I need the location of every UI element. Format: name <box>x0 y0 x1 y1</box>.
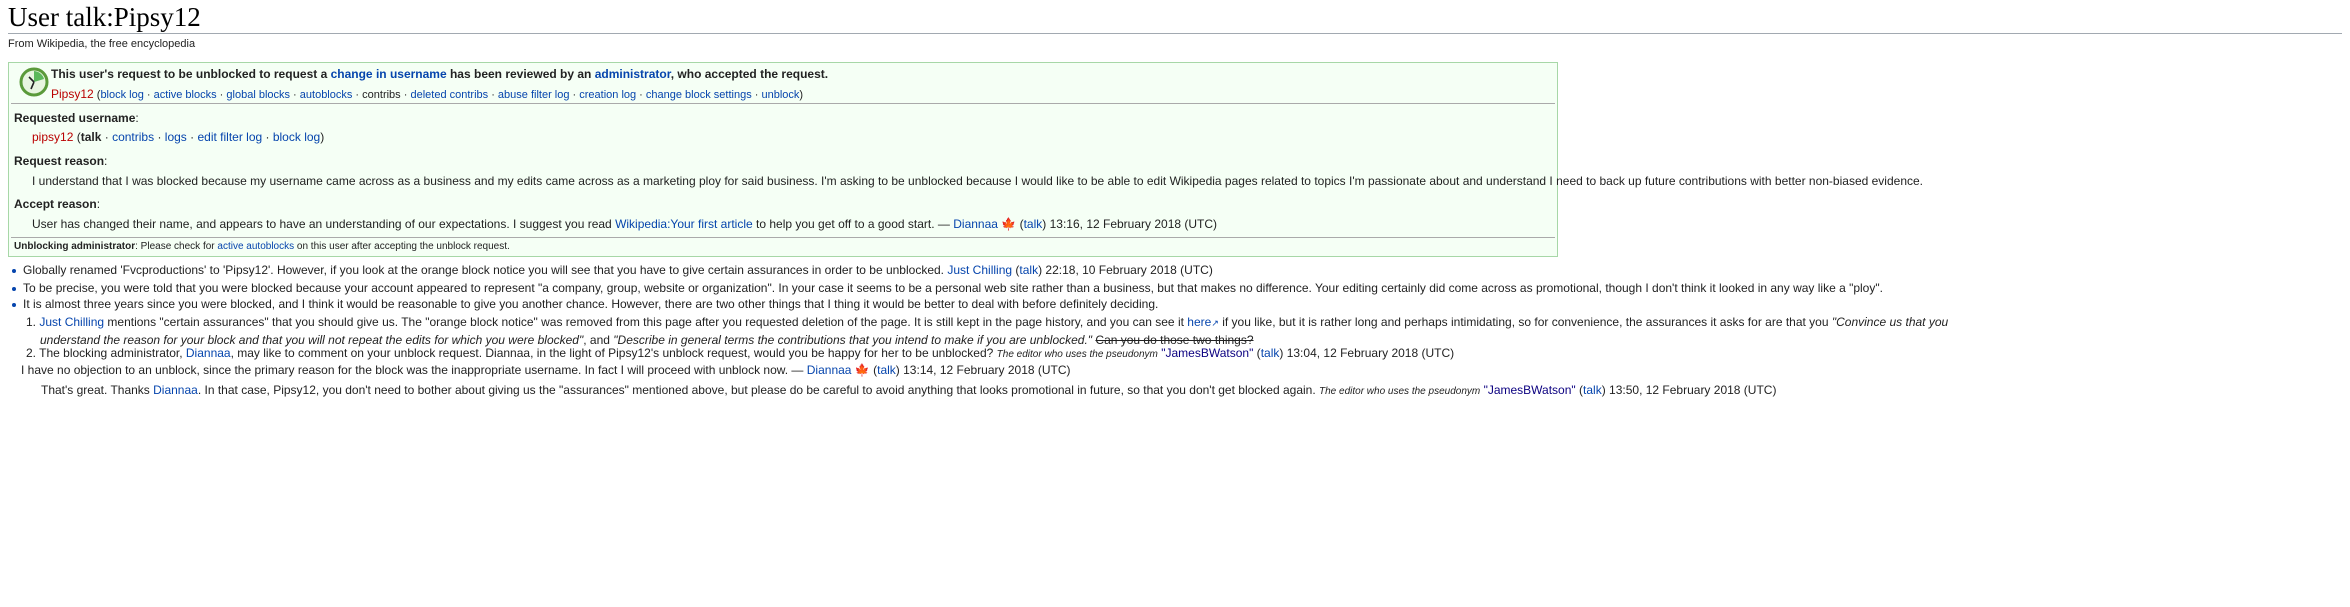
deleted-contribs-link[interactable]: deleted contribs <box>410 89 489 101</box>
admin-footer: Unblocking administrator: Please check f… <box>14 241 510 252</box>
user-link[interactable]: Diannaa <box>153 383 198 397</box>
tagline: From Wikipedia, the free encyclopedia <box>8 38 196 50</box>
requested-user-row: pipsy12 (talk · contribs · logs · edit f… <box>32 130 325 144</box>
active-blocks-link[interactable]: active blocks <box>153 89 217 101</box>
user-link[interactable]: "JamesBWatson" <box>1483 383 1576 397</box>
title-divider <box>8 33 2342 34</box>
list-item-continued: understand the reason for your block and… <box>40 333 1254 347</box>
headline-text: This user's request to be unblocked to r… <box>51 67 331 81</box>
user-links-row: Pipsy12 (block log · active blocks · glo… <box>51 87 804 101</box>
unblock-link[interactable]: unblock <box>761 89 800 101</box>
accept-reason-label: Accept reason: <box>14 197 101 211</box>
request-reason-text: I understand that I was blocked because … <box>32 174 1923 188</box>
contribs-link[interactable]: contribs <box>112 130 155 144</box>
user-link[interactable]: Just Chilling <box>39 315 105 329</box>
maple-leaf-icon: 🍁 <box>854 363 870 377</box>
administrator-link[interactable]: administrator <box>594 67 671 81</box>
requested-username-label: Requested username: <box>14 111 139 125</box>
divider <box>11 103 1555 104</box>
user-link[interactable]: "JamesBWatson" <box>1161 346 1254 360</box>
request-reason-label: Request reason: <box>14 154 108 168</box>
headline-text: has been reviewed by an <box>446 67 595 81</box>
list-item: 2. The blocking administrator, Diannaa, … <box>26 346 1455 360</box>
abuse-filter-log-link[interactable]: abuse filter log <box>497 89 570 101</box>
talk-link[interactable]: talk <box>877 363 896 377</box>
block-log-link[interactable]: block log <box>100 89 144 101</box>
reply: I have no objection to an unblock, since… <box>21 363 1071 377</box>
talk-link[interactable]: talk <box>1260 346 1280 360</box>
your-first-article-link[interactable]: Wikipedia:Your first article <box>615 217 753 231</box>
headline-text: , who accepted the request. <box>670 67 829 81</box>
talk-link[interactable]: talk <box>1019 263 1039 277</box>
user-link[interactable]: Pipsy12 <box>51 87 94 101</box>
block-log-link[interactable]: block log <box>272 130 321 144</box>
logs-link[interactable]: logs <box>164 130 187 144</box>
external-link[interactable]: here <box>1187 315 1212 329</box>
autoblocks-link[interactable]: autoblocks <box>299 89 353 101</box>
comment: To be precise, you were told that you we… <box>12 281 1883 295</box>
user-link[interactable]: Just Chilling <box>947 263 1013 277</box>
creation-log-link[interactable]: creation log <box>579 89 637 101</box>
user-link[interactable]: Diannaa <box>185 346 231 360</box>
unblock-notice-box: This user's request to be unblocked to r… <box>8 62 1923 257</box>
requested-user-link[interactable]: pipsy12 <box>32 130 74 144</box>
comment: It is almost three years since you were … <box>12 297 1158 311</box>
change-in-username-link[interactable]: change in username <box>330 67 447 81</box>
change-block-settings-link[interactable]: change block settings <box>645 89 752 101</box>
external-link-icon: ↗ <box>1211 318 1219 328</box>
divider <box>11 237 1555 238</box>
user-link[interactable]: Diannaa <box>806 363 852 377</box>
clock-icon <box>19 67 49 97</box>
maple-leaf-icon: 🍁 <box>1001 217 1017 231</box>
contribs-link[interactable]: contribs <box>362 89 401 101</box>
edit-filter-log-link[interactable]: edit filter log <box>197 130 263 144</box>
global-blocks-link[interactable]: global blocks <box>226 89 290 101</box>
comment: Globally renamed 'Fvcproductions' to 'Pi… <box>12 263 1213 277</box>
accept-reason-text: User has changed their name, and appears… <box>32 217 1218 231</box>
list-item: 1. Just Chilling mentions "certain assur… <box>26 315 1949 329</box>
reply: That's great. Thanks Diannaa. In that ca… <box>41 383 1777 397</box>
active-autoblocks-link[interactable]: active autoblocks <box>217 241 295 252</box>
talk-link[interactable]: talk <box>1583 383 1602 397</box>
notice-headline: This user's request to be unblocked to r… <box>51 67 828 81</box>
page-title: User talk:Pipsy12 <box>8 2 201 32</box>
talk-link[interactable]: talk <box>80 130 102 144</box>
talk-link[interactable]: talk <box>1023 217 1043 231</box>
signature-link[interactable]: Diannaa <box>953 217 998 231</box>
